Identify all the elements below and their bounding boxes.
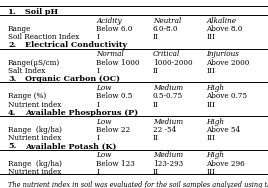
Text: 3.: 3. bbox=[8, 75, 16, 83]
Text: Soil pH: Soil pH bbox=[25, 8, 59, 16]
Text: Neutral: Neutral bbox=[153, 17, 181, 25]
Text: Available Potash (K): Available Potash (K) bbox=[25, 142, 117, 150]
Text: Range: Range bbox=[8, 25, 31, 33]
Text: Below 123: Below 123 bbox=[96, 160, 135, 168]
Text: High: High bbox=[206, 118, 224, 126]
Text: Nutrient index: Nutrient index bbox=[8, 134, 61, 142]
Text: 4.: 4. bbox=[8, 109, 16, 117]
Text: I: I bbox=[96, 33, 99, 41]
Text: Medium: Medium bbox=[153, 84, 183, 92]
Text: Below 22: Below 22 bbox=[96, 126, 131, 134]
Text: 0.5-0.75: 0.5-0.75 bbox=[153, 92, 183, 100]
Text: High: High bbox=[206, 84, 224, 92]
Text: I: I bbox=[96, 134, 99, 142]
Text: II: II bbox=[153, 168, 159, 176]
Text: Nutrient index: Nutrient index bbox=[8, 101, 61, 108]
Text: The nutrient index in soil was evaluated for the soil samples analyzed using the: The nutrient index in soil was evaluated… bbox=[8, 181, 268, 188]
Text: Above 54: Above 54 bbox=[206, 126, 240, 134]
Text: III: III bbox=[206, 67, 215, 75]
Text: I: I bbox=[96, 168, 99, 176]
Text: Low: Low bbox=[96, 152, 112, 159]
Text: 6.0-8.0: 6.0-8.0 bbox=[153, 25, 178, 33]
Text: Above 2000: Above 2000 bbox=[206, 59, 250, 67]
Text: 22 -54: 22 -54 bbox=[153, 126, 176, 134]
Text: Below 1000: Below 1000 bbox=[96, 59, 140, 67]
Text: III: III bbox=[206, 134, 215, 142]
Text: Below 6.0: Below 6.0 bbox=[96, 25, 133, 33]
Text: Range  (kg/ha): Range (kg/ha) bbox=[8, 126, 62, 134]
Text: Alkaline: Alkaline bbox=[206, 17, 236, 25]
Text: Electrical Conductivity: Electrical Conductivity bbox=[25, 41, 128, 49]
Text: Below 0.5: Below 0.5 bbox=[96, 92, 133, 100]
Text: I: I bbox=[96, 67, 99, 75]
Text: Medium: Medium bbox=[153, 152, 183, 159]
Text: Available Phosphorus (P): Available Phosphorus (P) bbox=[25, 109, 139, 117]
Text: Range(μS/cm): Range(μS/cm) bbox=[8, 59, 60, 67]
Text: 2.: 2. bbox=[8, 41, 16, 49]
Text: 1000-2000: 1000-2000 bbox=[153, 59, 192, 67]
Text: Organic Carbon (OC): Organic Carbon (OC) bbox=[25, 75, 120, 83]
Text: Soil Reaction Index: Soil Reaction Index bbox=[8, 33, 79, 41]
Text: II: II bbox=[153, 67, 159, 75]
Text: High: High bbox=[206, 152, 224, 159]
Text: Low: Low bbox=[96, 118, 112, 126]
Text: II: II bbox=[153, 134, 159, 142]
Text: 123-293: 123-293 bbox=[153, 160, 183, 168]
Text: Above 0.75: Above 0.75 bbox=[206, 92, 247, 100]
Text: II: II bbox=[153, 101, 159, 108]
Text: I: I bbox=[96, 101, 99, 108]
Text: III: III bbox=[206, 33, 215, 41]
Text: Range  (kg/ha): Range (kg/ha) bbox=[8, 160, 62, 168]
Text: Range (%): Range (%) bbox=[8, 92, 46, 100]
Text: II: II bbox=[153, 33, 159, 41]
Text: 1.: 1. bbox=[8, 8, 17, 16]
Text: Low: Low bbox=[96, 84, 112, 92]
Text: Salt Index: Salt Index bbox=[8, 67, 45, 75]
Text: Critical: Critical bbox=[153, 50, 180, 58]
Text: III: III bbox=[206, 168, 215, 176]
Text: Nutrient index: Nutrient index bbox=[8, 168, 61, 176]
Text: Medium: Medium bbox=[153, 118, 183, 126]
Text: Injurious: Injurious bbox=[206, 50, 239, 58]
Text: III: III bbox=[206, 101, 215, 108]
Text: Above 8.0: Above 8.0 bbox=[206, 25, 243, 33]
Text: Above 296: Above 296 bbox=[206, 160, 245, 168]
Text: Acidity: Acidity bbox=[96, 17, 122, 25]
Text: Normal: Normal bbox=[96, 50, 124, 58]
Text: 5.: 5. bbox=[8, 142, 16, 150]
